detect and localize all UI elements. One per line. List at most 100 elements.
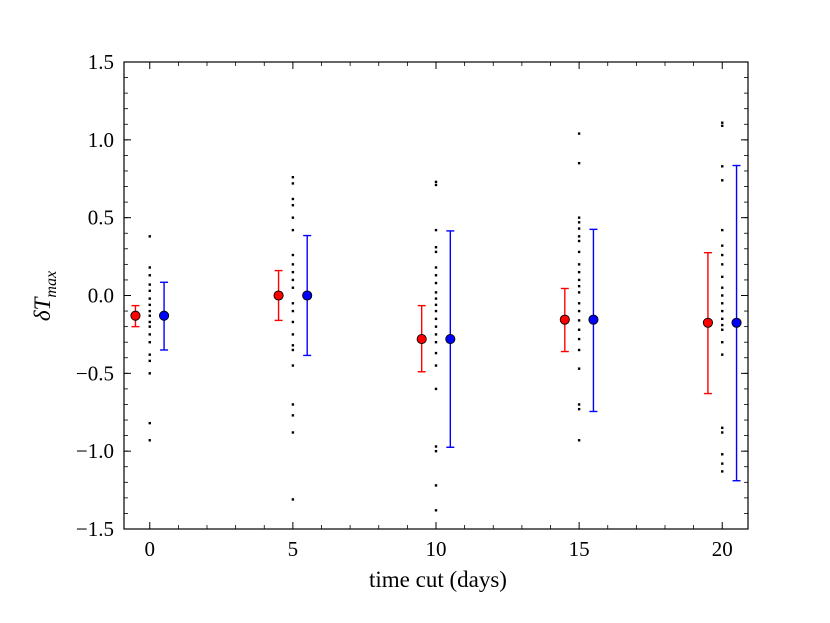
y-tick-label: 1.0 — [88, 128, 114, 152]
scatter-point — [148, 421, 151, 425]
scatter-point — [291, 286, 295, 289]
blue-marker — [302, 290, 313, 301]
red-marker — [559, 314, 570, 325]
scatter-point — [721, 302, 724, 305]
scatter-point — [434, 246, 438, 249]
y-tick-label: −0.5 — [76, 361, 114, 385]
scatter-point — [577, 302, 581, 305]
blue-marker — [588, 314, 599, 325]
blue-marker — [445, 334, 456, 345]
scatter-point — [434, 364, 438, 367]
scatter-point — [148, 274, 151, 277]
blue-marker — [731, 317, 742, 328]
scatter-point — [291, 348, 295, 352]
scatter-point — [434, 484, 438, 487]
scatter-point — [577, 132, 581, 135]
scatter-point — [434, 509, 438, 512]
scatter-point — [577, 239, 581, 243]
scatter-point — [577, 403, 581, 406]
x-tick-label: 0 — [145, 537, 156, 561]
red-marker — [702, 317, 713, 328]
scatter-point — [577, 227, 581, 230]
scatter-point — [434, 291, 438, 294]
scatter-point — [577, 407, 581, 411]
x-tick-label: 5 — [288, 537, 299, 561]
y-axis-label-subscript: max — [43, 271, 60, 298]
series-layer — [130, 164, 742, 482]
y-axis-label: δTmax — [30, 271, 60, 321]
scatter-point — [148, 320, 151, 324]
scatter-point — [148, 297, 151, 300]
scatter-point — [721, 286, 724, 289]
scatter-point — [434, 449, 438, 453]
scatter-point — [148, 372, 151, 375]
scatter-point — [148, 439, 151, 442]
scatter-point — [434, 333, 438, 336]
scatter-point — [434, 317, 438, 321]
scatter-point — [148, 283, 151, 286]
scatter-point — [721, 328, 724, 331]
scatter-point — [148, 353, 151, 356]
scatter-point — [721, 431, 724, 434]
scatter-point — [721, 124, 724, 128]
scatter-point — [577, 284, 581, 288]
scatter-point — [434, 250, 438, 254]
scatter-point — [434, 180, 438, 184]
scatter-point — [291, 431, 295, 434]
scatter-point — [434, 274, 438, 277]
plot-frame — [123, 61, 749, 530]
y-tick-label: 1.5 — [88, 50, 114, 74]
scatter-point — [291, 270, 295, 274]
scatter-point — [721, 353, 724, 356]
scatter-point — [721, 244, 724, 247]
scatter-point — [291, 175, 295, 179]
y-tick-label: 0.0 — [88, 284, 114, 308]
scatter-point — [434, 387, 438, 391]
scatter-point — [577, 337, 581, 341]
scatter-point — [291, 204, 295, 207]
scatter-point — [434, 351, 438, 355]
scatter-point — [577, 319, 581, 322]
x-tick-label: 20 — [712, 537, 733, 561]
scatter-point — [721, 165, 724, 168]
scatter-point — [577, 309, 581, 313]
scatter-point — [434, 297, 438, 300]
scatter-point — [577, 161, 581, 165]
scatter-point — [577, 235, 581, 238]
scatter-point — [291, 414, 295, 417]
scatter-point — [148, 325, 151, 328]
scatter-point — [434, 309, 438, 313]
scatter-point — [577, 328, 581, 331]
scatter-point — [291, 182, 295, 185]
scatter-point — [291, 498, 295, 501]
scatter-point — [291, 216, 295, 219]
y-tick-label: −1.0 — [76, 439, 114, 463]
scatter-point — [577, 221, 581, 224]
scatter-point — [148, 314, 151, 317]
scatter-point — [577, 250, 581, 254]
scatter-point — [577, 348, 581, 352]
red-marker — [273, 290, 284, 301]
scatter-point — [148, 309, 151, 313]
scatter-point — [148, 359, 151, 363]
scatter-point — [721, 453, 724, 456]
scatter-point — [721, 275, 724, 279]
scatter-point — [291, 364, 295, 367]
scatter-point — [291, 228, 295, 232]
scatter-point — [148, 333, 151, 336]
scatter-point — [577, 439, 581, 442]
scatter-point — [291, 333, 295, 336]
x-tick-label: 15 — [569, 537, 590, 561]
scatter-point — [434, 325, 438, 328]
scatter-point — [291, 302, 295, 305]
scatter-point — [291, 344, 295, 347]
scatter-point — [148, 235, 151, 238]
scatter-point — [721, 317, 724, 321]
scatter-point — [434, 266, 438, 269]
scatter-point — [434, 228, 438, 232]
scatter-point — [291, 253, 295, 257]
red-marker — [130, 310, 141, 321]
scatter-point — [148, 303, 151, 307]
scatter-layer — [148, 121, 724, 512]
